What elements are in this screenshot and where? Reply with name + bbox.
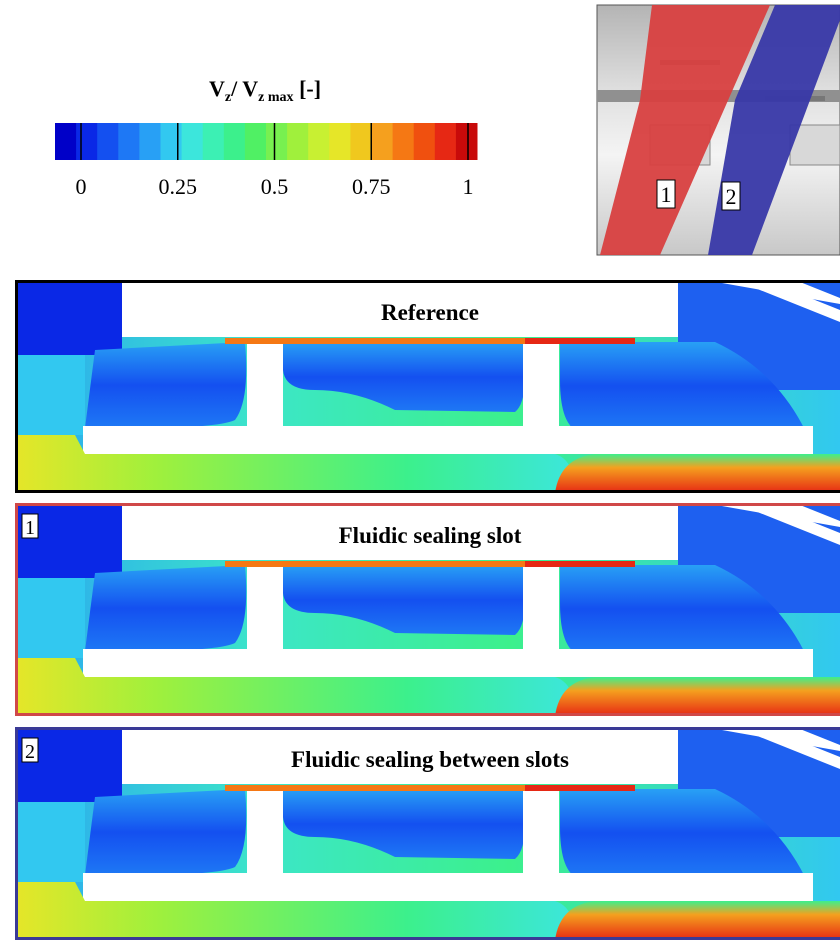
flow-panel: Fluidic sealing between slots 2 <box>15 727 840 940</box>
colorbar-band <box>435 123 457 160</box>
title-part: V <box>209 76 225 101</box>
flow-panel: Fluidic sealing slot 1 <box>15 503 840 716</box>
panel-title: Reference <box>381 300 479 325</box>
colorbar-band <box>456 123 478 160</box>
colorbar-tick-label: 0.5 <box>261 174 289 199</box>
flow-panel: Reference <box>15 280 840 493</box>
inset-3d-view: 1 2 <box>597 5 840 255</box>
title-part: [-] <box>294 76 321 101</box>
inset-label: 2 <box>726 184 737 209</box>
colorbar-band <box>372 123 394 160</box>
panel-title: Fluidic sealing slot <box>339 523 522 548</box>
colorbar-title: Vz/ Vz max [-] <box>209 76 321 105</box>
colorbar-band <box>350 123 372 160</box>
colorbar-band <box>245 123 267 160</box>
colorbar-band <box>182 123 204 160</box>
panel-title: Fluidic sealing between slots <box>291 747 569 772</box>
inset-label: 1 <box>661 182 672 207</box>
title-part: / V <box>230 76 258 101</box>
colorbar-band <box>76 123 98 160</box>
colorbar-band <box>139 123 161 160</box>
colorbar-band <box>308 123 330 160</box>
colorbar-band <box>266 123 288 160</box>
colorbar-band <box>393 123 415 160</box>
colorbar: Vz/ Vz max [-] 0 0.25 0.5 0.75 1 <box>55 76 478 199</box>
figure: Vz/ Vz max [-] 0 0.25 0.5 0.75 1 1 2 Referen… <box>0 0 840 944</box>
colorbar-band <box>287 123 309 160</box>
colorbar-tick-label: 0.75 <box>352 174 391 199</box>
panel-label: 2 <box>25 741 35 763</box>
colorbar-band <box>224 123 246 160</box>
colorbar-band <box>55 123 77 160</box>
colorbar-tick-label: 0.25 <box>159 174 198 199</box>
colorbar-band <box>203 123 225 160</box>
colorbar-tick-label: 1 <box>463 174 474 199</box>
panel-label: 1 <box>25 517 35 539</box>
colorbar-band <box>118 123 140 160</box>
colorbar-band <box>329 123 351 160</box>
colorbar-band <box>161 123 183 160</box>
title-sub: z max <box>258 90 293 105</box>
colorbar-band <box>97 123 119 160</box>
colorbar-tick-label: 0 <box>76 174 87 199</box>
colorbar-band <box>414 123 436 160</box>
